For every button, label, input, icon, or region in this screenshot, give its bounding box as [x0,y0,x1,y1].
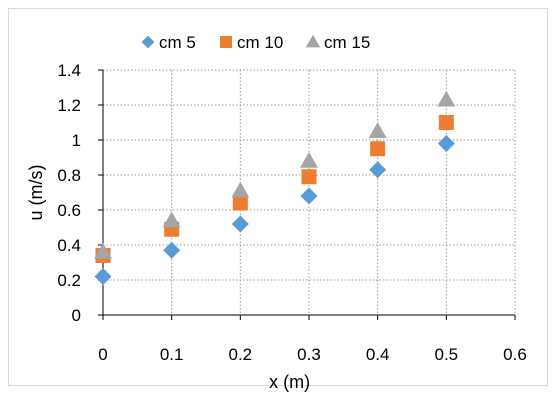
x-tick-label: 0 [98,345,107,364]
legend-entry: cm 10 [220,33,283,52]
y-tick-label: 0.2 [57,271,81,290]
point-diamond [437,135,455,152]
y-tick-label: 1.4 [57,61,81,80]
y-tick-label: 1 [72,131,81,150]
x-tick-label: 0.3 [297,345,321,364]
point-diamond [300,187,318,205]
legend-marker-square [220,36,232,48]
point-triangle [162,211,181,228]
y-tick-labels: 0 0.2 0.4 0.6 0.8 1 1.2 1.4 [57,61,81,325]
chart-frame [8,8,548,386]
x-tick-labels: 0 0.1 0.2 0.3 0.4 0.5 0.6 [98,345,527,364]
y-tick-label: 0.4 [57,236,81,255]
point-triangle [94,243,112,259]
x-tick-label: 0.1 [160,345,184,364]
point-triangle [437,90,456,107]
point-square [301,169,317,185]
legend-marker-triangle [305,34,321,48]
legend-entry: cm 15 [305,33,370,52]
point-triangle [300,152,318,168]
legend: cm 5 cm 10 cm 15 [141,33,370,52]
point-diamond [163,241,181,259]
point-square [232,195,248,211]
y-tick-label: 0.6 [57,201,81,220]
point-square [370,141,386,157]
data-points [94,90,456,285]
y-tick-label: 1.2 [57,96,81,115]
x-tick-label: 0.6 [503,345,527,364]
legend-label: cm 5 [159,33,196,52]
x-tick-label: 0.5 [435,345,459,364]
legend-label: cm 10 [237,33,283,52]
x-axis-label: x (m) [269,372,310,392]
x-tick-label: 0.4 [366,345,390,364]
point-triangle [368,122,387,138]
legend-label: cm 15 [324,33,370,52]
legend-entry: cm 5 [141,33,196,52]
y-tick-label: 0.8 [57,166,81,185]
x-tick-label: 0.2 [229,345,253,364]
point-diamond [231,215,249,233]
y-axis-label: u (m/s) [26,165,46,221]
point-diamond [369,161,387,179]
point-square [438,115,454,130]
point-diamond [94,268,112,285]
legend-marker-diamond [141,35,155,49]
y-tick-label: 0 [72,306,81,325]
point-triangle [231,181,250,198]
